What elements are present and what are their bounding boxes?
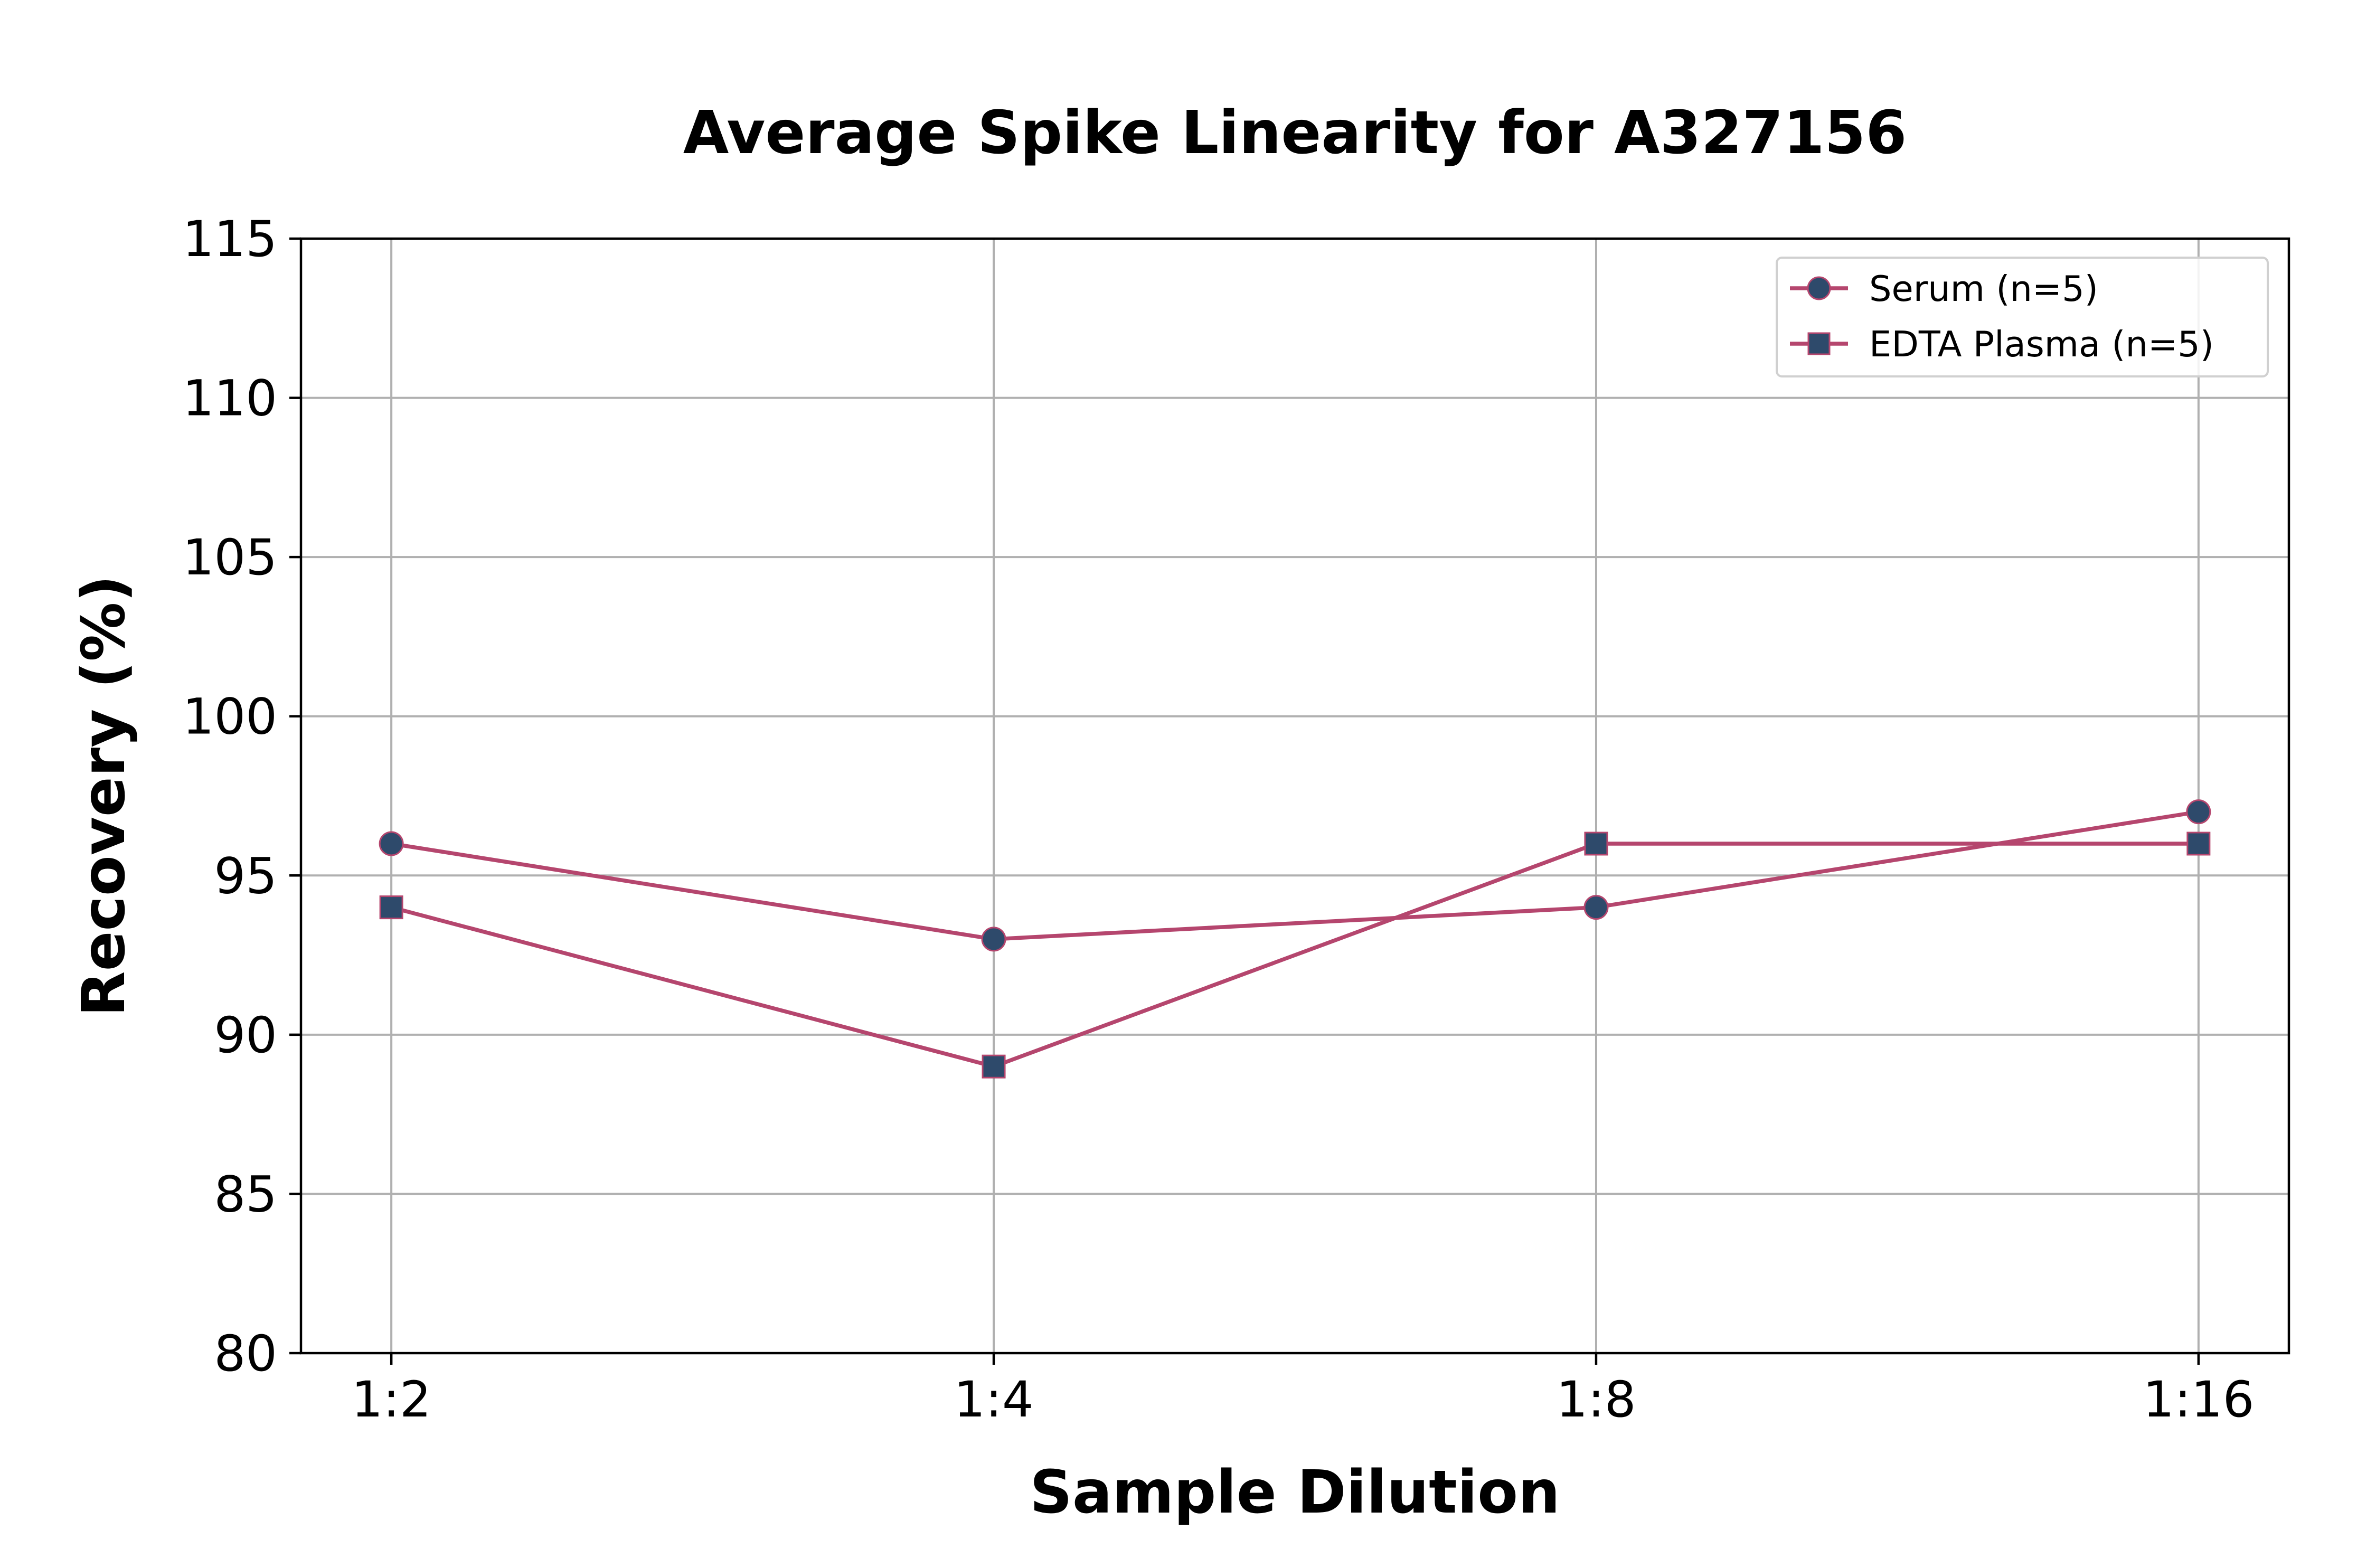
legend: Serum (n=5) EDTA Plasma (n=5) — [1776, 257, 2269, 377]
series-line — [391, 842, 2199, 1069]
y-tick-label: 100 — [183, 688, 277, 746]
plot-series — [379, 799, 2211, 1079]
x-tick-label: 1:2 — [351, 1371, 431, 1429]
y-axis-label: Recovery (%) — [70, 575, 138, 1016]
legend-marker — [1807, 276, 1831, 300]
data-point — [981, 927, 1006, 952]
data-point — [379, 895, 403, 920]
y-tick-label: 110 — [183, 370, 277, 428]
y-tick-label: 115 — [183, 211, 277, 268]
y-tick-label: 95 — [214, 847, 277, 905]
data-point — [2186, 832, 2211, 856]
y-tick-label: 80 — [214, 1325, 277, 1383]
legend-box — [1776, 257, 2269, 377]
series-line — [391, 809, 2199, 941]
data-point — [1583, 895, 1609, 920]
chart-title: Average Spike Linearity for A327156 — [683, 99, 1907, 167]
legend-label: Serum (n=5) — [1869, 268, 2098, 309]
data-point — [379, 831, 404, 856]
x-tick-label: 1:8 — [1556, 1371, 1636, 1429]
data-point — [2186, 799, 2211, 825]
y-tick-label: 90 — [214, 1007, 277, 1064]
x-axis-label: Sample Dilution — [1030, 1458, 1560, 1527]
legend-label: EDTA Plasma (n=5) — [1869, 324, 2214, 365]
grid-lines — [301, 238, 2289, 1354]
y-tick-label: 85 — [214, 1166, 277, 1223]
data-point — [982, 1054, 1006, 1079]
axis-ticks: 1:2 1:4 1:8 1:16 80 85 90 95 100 105 110 115 — [183, 211, 2255, 1429]
y-tick-label: 105 — [183, 529, 277, 587]
data-point — [1584, 832, 1608, 856]
x-tick-label: 1:4 — [954, 1371, 1033, 1429]
x-tick-label: 1:16 — [2143, 1371, 2254, 1429]
legend-marker — [1807, 332, 1831, 355]
axes-frame — [299, 237, 2290, 1355]
